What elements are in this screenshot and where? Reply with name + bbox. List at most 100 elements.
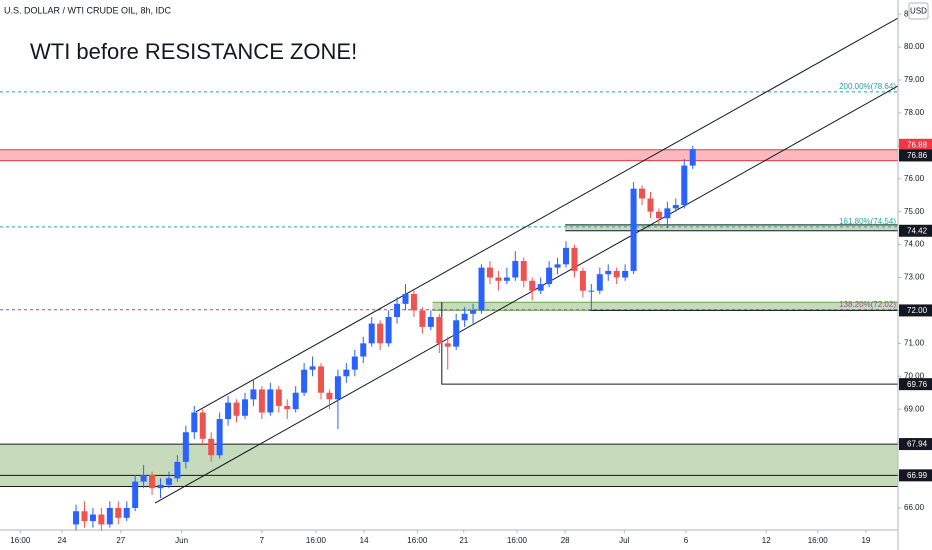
candle-body xyxy=(318,366,325,393)
symbol: U.S. DOLLAR / WTI CRUDE OIL, 8h, IDC xyxy=(4,5,172,15)
candle-body xyxy=(326,392,333,400)
price-tag xyxy=(899,469,932,482)
candle-body xyxy=(630,188,637,271)
trend-line xyxy=(195,17,899,413)
candle-body xyxy=(529,280,536,291)
candle-body xyxy=(495,277,502,281)
y-tick-label: 73.00 xyxy=(904,273,925,282)
candle-body xyxy=(174,461,181,479)
candle-body xyxy=(478,267,485,311)
price-tag xyxy=(899,378,932,391)
candle-body xyxy=(394,303,401,318)
candle-body xyxy=(410,293,417,311)
price-tag xyxy=(899,149,932,162)
x-tick-label: 16:00 xyxy=(407,536,428,545)
y-tick-label: 79.00 xyxy=(904,75,925,84)
x-tick-label: 16:00 xyxy=(507,536,528,545)
candle-body xyxy=(571,247,578,271)
candle-body xyxy=(402,293,409,304)
y-tick-label: 66.00 xyxy=(904,503,925,512)
fib-label: 200.00%(78.64) xyxy=(839,82,896,91)
candle-body xyxy=(554,264,561,268)
x-tick-label: 14 xyxy=(360,536,369,545)
candle-body xyxy=(605,270,612,275)
candle-body xyxy=(588,290,595,292)
candle-body xyxy=(622,270,629,278)
candle-body xyxy=(225,402,232,420)
candle-body xyxy=(73,511,80,525)
x-tick-label: 28 xyxy=(561,536,570,545)
candle-body xyxy=(563,247,570,265)
candle-body xyxy=(275,389,282,406)
price-tag xyxy=(899,224,932,237)
y-tick-label: 71.00 xyxy=(904,338,925,347)
price-tag-label: 72.00 xyxy=(907,306,928,315)
price-tag-label: 67.94 xyxy=(907,440,928,449)
currency[interactable]: USD xyxy=(910,7,927,16)
candle-body xyxy=(199,412,206,439)
candle-body xyxy=(368,323,375,344)
candle-body xyxy=(613,270,620,278)
candle-body xyxy=(655,211,662,219)
candle-body xyxy=(98,514,105,525)
candle-body xyxy=(351,356,358,370)
x-tick-label: 16:00 xyxy=(10,536,31,545)
trend-line xyxy=(154,85,899,504)
y-tick-label: 76.00 xyxy=(904,174,925,183)
candle-body xyxy=(123,507,130,518)
zone xyxy=(565,224,898,231)
candle-body xyxy=(233,402,240,416)
candle-body xyxy=(486,267,493,278)
x-tick-label: 27 xyxy=(116,536,125,545)
y-tick-label: 74.00 xyxy=(904,240,925,249)
price-tag-label: 66.99 xyxy=(907,471,928,480)
candle-body xyxy=(343,369,350,377)
candle-body xyxy=(182,432,189,462)
candle-body xyxy=(377,323,384,344)
candle-body xyxy=(546,267,553,285)
candle-body xyxy=(596,274,603,291)
candle-body xyxy=(579,270,586,291)
y-tick-label: 75.00 xyxy=(904,207,925,216)
candle-body xyxy=(385,317,392,344)
currency-box[interactable] xyxy=(908,2,929,20)
candle-body xyxy=(681,165,688,206)
candle-body xyxy=(537,284,544,291)
candle-body xyxy=(453,320,460,347)
candle-body xyxy=(309,366,316,370)
price-tag-label: 69.76 xyxy=(907,380,928,389)
x-tick-label: 16:00 xyxy=(306,536,327,545)
price-tag-label: 76.86 xyxy=(907,151,928,160)
price-tag xyxy=(899,138,932,151)
x-tick-label: 16:00 xyxy=(808,536,829,545)
x-tick-label: 21 xyxy=(459,536,468,545)
x-tick-label: Jul xyxy=(619,536,629,545)
x-tick-label: 6 xyxy=(684,536,689,545)
candle-body xyxy=(292,392,299,410)
candle-body xyxy=(140,475,147,482)
price-tag xyxy=(899,304,932,317)
candle-body xyxy=(115,507,122,518)
x-tick-label: 7 xyxy=(260,536,265,545)
y-tick-label: 69.00 xyxy=(904,404,925,413)
candle-body xyxy=(81,511,88,522)
candle-body xyxy=(689,149,696,166)
candle-body xyxy=(258,389,265,413)
x-tick-label: 12 xyxy=(762,536,771,545)
candle-body xyxy=(647,198,654,212)
candle-body xyxy=(360,343,367,357)
chart-title: WTI before RESISTANCE ZONE! xyxy=(30,39,357,64)
candle-body xyxy=(334,376,341,400)
candle-body xyxy=(444,343,451,347)
candle-body xyxy=(149,475,156,489)
candle-body xyxy=(520,261,527,281)
price-tag xyxy=(899,438,932,451)
candle-body xyxy=(241,399,248,416)
candle-body xyxy=(191,412,198,433)
x-tick-label: 24 xyxy=(58,536,67,545)
candle-body xyxy=(672,205,679,209)
fib-label: 138.20%(72.02) xyxy=(839,300,896,309)
candle-body xyxy=(301,369,308,393)
candle-body xyxy=(132,481,139,508)
candle-body xyxy=(664,208,671,219)
